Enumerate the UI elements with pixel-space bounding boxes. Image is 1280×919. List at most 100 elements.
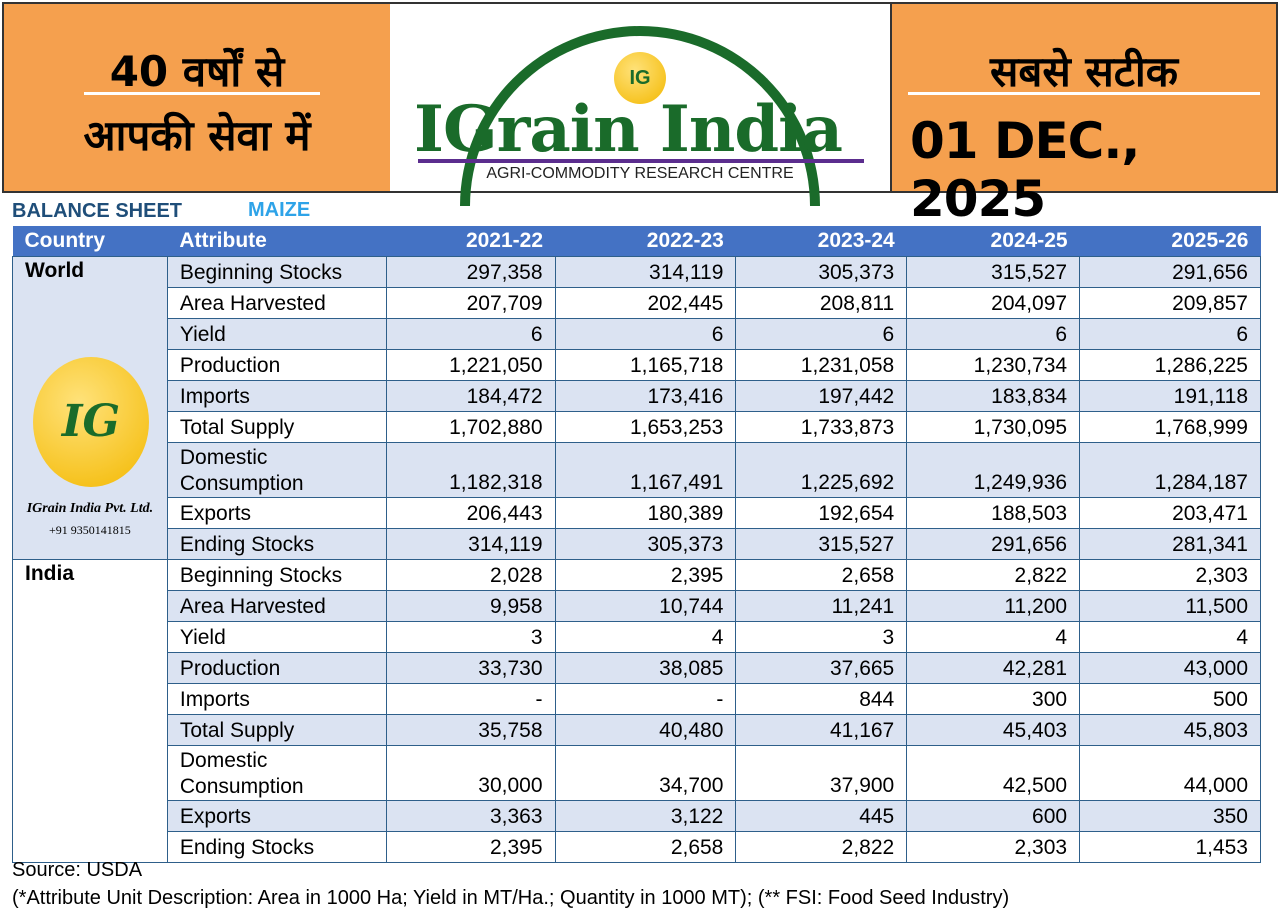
value-cell: 183,834 — [906, 379, 1081, 412]
value-cell: 6 — [906, 317, 1081, 350]
value-cell: 2,822 — [906, 558, 1081, 591]
value-cell: 173,416 — [554, 379, 737, 412]
value-cell: 207,709 — [385, 286, 556, 319]
table-row: India Beginning Stocks 2,028 2,395 2,658 2,82… — [12, 558, 1261, 863]
value-cell: - — [385, 682, 556, 715]
value-cell: 11,200 — [906, 589, 1081, 622]
table-row: Area Harvested 9,958 10,744 11,241 11,200 11,… — [13, 589, 1261, 622]
table-row: Imports - -844 300 500 — [13, 682, 1261, 715]
value-cell: 11,500 — [1079, 589, 1261, 622]
value-cell: 1,653,253 — [554, 410, 737, 443]
value-cell: 9,958 — [385, 589, 556, 622]
value-cell: 2,658 — [735, 558, 908, 591]
value-cell: 315,527 — [906, 255, 1081, 288]
value-cell: 291,656 — [906, 527, 1081, 560]
value-cell: 1,286,225 — [1079, 348, 1261, 381]
value-cell: 844 — [735, 682, 908, 715]
value-cell: 203,471 — [1079, 496, 1261, 529]
attribute-cell: Total Supply — [166, 410, 387, 443]
value-cell: 11,241 — [735, 589, 908, 622]
attribute-cell: Exports — [166, 496, 387, 529]
commodity-name: MAIZE — [248, 199, 311, 221]
attribute-cell: Exports — [166, 799, 387, 832]
brand-tagline: AGRI-COMMODITY RESEARCH CENTRE — [486, 165, 794, 182]
table-row: Domestic Consumption 30,000 34,700 37,900 42… — [13, 744, 1261, 801]
attribute-cell: Domestic Consumption — [166, 441, 387, 498]
attribute-cell: Beginning Stocks — [166, 255, 387, 288]
column-header: 2023-24 — [735, 226, 907, 256]
attribute-cell: Beginning Stocks — [166, 558, 387, 591]
table-row: Yield 6 6 6 6 6 — [13, 317, 1261, 350]
value-cell: 297,358 — [385, 255, 556, 288]
value-cell: 500 — [1079, 682, 1261, 715]
table-row: Production 33,730 38,085 37,665 42,281 43,000 — [13, 651, 1261, 684]
table-row: Exports 3,363 3,122 445 600 350 — [13, 799, 1261, 832]
column-header: Attribute — [167, 226, 387, 256]
value-cell: 197,442 — [735, 379, 908, 412]
column-header: Country — [12, 226, 168, 256]
source-note: Source: USDA — [12, 859, 143, 881]
value-cell: 4 — [554, 620, 737, 653]
value-cell: 1,730,095 — [906, 410, 1081, 443]
value-cell: 314,119 — [385, 527, 556, 560]
country-cell: World IG IGrain India Pvt. Ltd. +91 9350141… — [12, 255, 168, 560]
value-cell: 43,000 — [1079, 651, 1261, 684]
value-cell: 1,221,050 — [385, 348, 556, 381]
logo-phone: +91 9350141815 — [49, 522, 131, 537]
value-cell: 1,231,058 — [735, 348, 908, 381]
value-cell: 40,480 — [554, 713, 737, 746]
value-cell: 3 — [385, 620, 556, 653]
attribute-cell: Total Supply — [166, 713, 387, 746]
value-cell: 209,857 — [1079, 286, 1261, 319]
table-row: Ending Stocks 2,395 2,658 2,822 2,303 1,453 — [13, 830, 1261, 863]
value-cell: 35,758 — [385, 713, 556, 746]
value-cell: 6 — [385, 317, 556, 350]
value-cell: 37,665 — [735, 651, 908, 684]
country-cell: India — [12, 558, 168, 863]
value-cell: 202,445 — [554, 286, 737, 319]
column-header: 2021-22 — [386, 226, 556, 256]
attribute-cell: Imports — [166, 379, 387, 412]
value-cell: 291,656 — [1079, 255, 1261, 288]
attribute-cell: Production — [166, 651, 387, 684]
value-cell: 44,000 — [1079, 744, 1261, 801]
value-cell: 305,373 — [735, 255, 908, 288]
attribute-cell: Production — [166, 348, 387, 381]
value-cell: 184,472 — [385, 379, 556, 412]
attribute-cell: Ending Stocks — [166, 830, 387, 863]
value-cell: 188,503 — [906, 496, 1081, 529]
table-header-row: Country Attribute 2021-22 2022-23 2023-24 202… — [12, 226, 1261, 256]
value-cell: 4 — [906, 620, 1081, 653]
slogan-accurate: सबसे सटीक — [989, 47, 1179, 96]
country-name: India — [25, 561, 75, 585]
value-cell: 1,165,718 — [554, 348, 737, 381]
value-cell: 42,500 — [906, 744, 1081, 801]
table-row: Exports 206,443 180,389 192,654 188,503 203,4… — [13, 496, 1261, 529]
value-cell: 1,702,880 — [385, 410, 556, 443]
table-row: World IG IGrain India Pvt. Ltd. +91 9350141… — [12, 255, 1261, 560]
table-row: Imports 184,472 173,416 197,442 183,834 191,1… — [13, 379, 1261, 412]
value-cell: 1,225,692 — [735, 441, 908, 498]
value-cell: 42,281 — [906, 651, 1081, 684]
table-row: Yield 3 4 3 4 4 — [13, 620, 1261, 653]
table-row: Total Supply 35,758 40,480 41,167 45,403 45,8… — [13, 713, 1261, 746]
value-cell: 1,230,734 — [906, 348, 1081, 381]
value-cell: 1,249,936 — [906, 441, 1081, 498]
unit-note: (*Attribute Unit Description: Area in 10… — [12, 887, 1010, 909]
attribute-cell: Yield — [166, 620, 387, 653]
slogan-line1: 40 वर्षों से — [109, 47, 285, 96]
value-cell: 314,119 — [554, 255, 737, 288]
balance-sheet-table: Country Attribute 2021-22 2022-23 2023-24 202… — [12, 226, 1261, 863]
column-header: 2024-25 — [906, 226, 1080, 256]
value-cell: 33,730 — [385, 651, 556, 684]
value-cell: 445 — [735, 799, 908, 832]
value-cell: 1,453 — [1079, 830, 1261, 863]
column-header: 2022-23 — [555, 226, 736, 256]
value-cell: - — [554, 682, 737, 715]
logo-coin-icon: IG — [614, 52, 666, 104]
slogan-line2: आपकी सेवा में — [83, 111, 311, 160]
divider — [84, 92, 320, 95]
value-cell: 2,822 — [735, 830, 908, 863]
value-cell: 30,000 — [385, 744, 556, 801]
brand-name: IGrain India — [414, 92, 843, 167]
